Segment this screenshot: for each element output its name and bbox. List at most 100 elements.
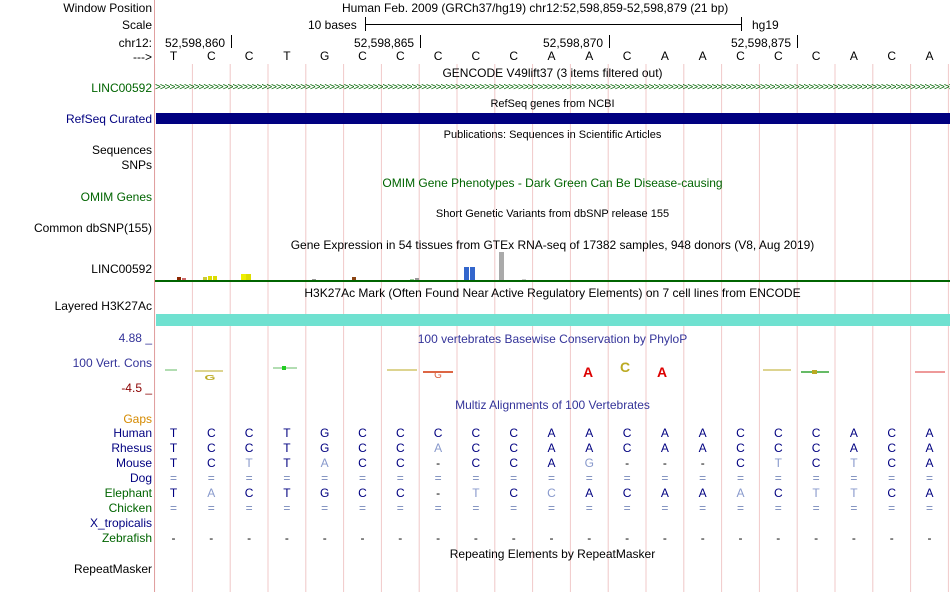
species-label-dog[interactable]: Dog <box>129 471 152 485</box>
reference-base: T <box>169 49 178 63</box>
reference-base: G <box>320 49 330 63</box>
alignment-base: A <box>925 456 934 470</box>
chr-tick-mark-3 <box>609 35 610 48</box>
gtex-expression-bars[interactable] <box>155 250 950 282</box>
gtex-baseline <box>155 280 950 282</box>
gtex-track-label[interactable]: LINC00592 <box>91 262 152 276</box>
alignment-base: G <box>584 456 594 470</box>
refseq-track-title[interactable]: RefSeq genes from NCBI <box>490 98 615 110</box>
repeatmasker-track-label[interactable]: RepeatMasker <box>73 562 152 576</box>
phylop-mark <box>282 366 286 370</box>
alignment-base: C <box>887 441 897 455</box>
alignment-base: T <box>812 486 820 500</box>
reference-base: A <box>660 49 669 63</box>
chr-tick-mark-4 <box>797 35 798 48</box>
repeatmasker-track-title[interactable]: Repeating Elements by RepeatMasker <box>449 547 656 561</box>
dbsnp-track-label[interactable]: Common dbSNP(155) <box>33 221 152 235</box>
omim-track-label[interactable]: OMIM Genes <box>80 190 152 204</box>
alignment-base: = <box>736 471 744 485</box>
alignment-base: = <box>774 471 782 485</box>
alignment-base: = <box>888 471 896 485</box>
species-label-zebrafish[interactable]: Zebrafish <box>101 531 152 545</box>
alignment-base: - <box>625 456 630 470</box>
h3k27ac-signal[interactable] <box>156 314 950 326</box>
reference-base: C <box>736 49 745 63</box>
window-position-label[interactable]: Window Position <box>63 1 152 15</box>
alignment-base: - <box>738 531 743 545</box>
dbsnp-track-title[interactable]: Short Genetic Variants from dbSNP releas… <box>435 208 670 220</box>
h3k27ac-track-label[interactable]: Layered H3K27Ac <box>54 299 152 313</box>
alignment-base: T <box>774 456 782 470</box>
alignment-base: - <box>662 531 667 545</box>
alignment-base: C <box>509 426 519 440</box>
alignment-base: = <box>850 471 858 485</box>
alignment-base: - <box>927 531 932 545</box>
gencode-track-label[interactable]: LINC00592 <box>91 81 152 95</box>
alignment-base: - <box>171 531 176 545</box>
alignment-base: - <box>247 531 252 545</box>
alignment-base: A <box>547 441 556 455</box>
gtex-track-title[interactable]: Gene Expression in 54 tissues from GTEx … <box>290 238 815 252</box>
alignment-base: - <box>398 531 403 545</box>
alignment-base: T <box>283 486 291 500</box>
alignment-base: - <box>776 531 781 545</box>
scale-label[interactable]: Scale <box>121 18 152 32</box>
gencode-track-title[interactable]: GENCODE V49lift37 (3 items filtered out) <box>442 66 663 80</box>
alignment-base: A <box>320 456 329 470</box>
publications-snps-label[interactable]: SNPs <box>121 158 152 172</box>
chr-tick-1: 52,598,860 <box>165 36 226 50</box>
multiz-gaps-label[interactable]: Gaps <box>123 412 152 426</box>
alignment-base: A <box>925 486 934 500</box>
gtex-bar <box>352 277 356 280</box>
phylop-track-title[interactable]: 100 vertebrates Basewise Conservation by… <box>417 332 688 346</box>
alignment-base: = <box>661 471 669 485</box>
alignment-base: = <box>812 471 820 485</box>
phylop-logo-letter: G <box>205 374 216 382</box>
alignment-base: - <box>700 531 705 545</box>
alignment-base: C <box>736 441 745 455</box>
chr-tick-3: 52,598,870 <box>543 36 604 50</box>
alignment-base: A <box>434 441 443 455</box>
alignment-base: C <box>509 456 519 470</box>
species-label-human[interactable]: Human <box>113 426 152 440</box>
phylop-min-label: -4.5 _ <box>121 381 152 395</box>
alignment-base: - <box>814 531 819 545</box>
alignment-base: = <box>358 471 366 485</box>
phylop-track-label[interactable]: 100 Vert. Cons <box>72 356 152 370</box>
h3k27ac-track-title[interactable]: H3K27Ac Mark (Often Found Near Active Re… <box>304 286 801 300</box>
reference-base: T <box>283 49 291 63</box>
alignment-base: - <box>284 531 289 545</box>
alignment-base: C <box>358 426 367 440</box>
gencode-gene-feature[interactable]: >>>>>>>>>>>>>>>>>>>>>>>>>>>>>>>>>>>>>>>>… <box>155 82 950 93</box>
alignment-base: = <box>510 471 518 485</box>
alignment-base: - <box>549 531 554 545</box>
alignment-base: = <box>321 471 329 485</box>
species-label-x_tropicalis[interactable]: X_tropicalis <box>89 516 152 530</box>
gtex-bar <box>499 252 504 280</box>
alignment-base: C <box>811 441 821 455</box>
species-label-elephant[interactable]: Elephant <box>104 486 152 500</box>
species-label-mouse[interactable]: Mouse <box>115 456 152 470</box>
species-label-rhesus[interactable]: Rhesus <box>111 441 152 455</box>
alignment-base: = <box>396 471 404 485</box>
omim-track-title[interactable]: OMIM Gene Phenotypes - Dark Green Can Be… <box>382 176 723 190</box>
species-label-chicken[interactable]: Chicken <box>108 501 152 515</box>
publications-track-title[interactable]: Publications: Sequences in Scientific Ar… <box>443 129 662 141</box>
alignment-base: = <box>245 501 253 515</box>
reference-base: C <box>206 49 216 63</box>
refseq-gene-feature[interactable] <box>156 113 950 124</box>
alignment-base: C <box>471 456 481 470</box>
reference-base: C <box>509 49 519 63</box>
strand-arrow-label[interactable]: ---> <box>133 50 152 64</box>
publications-sequences-label[interactable]: Sequences <box>91 143 152 157</box>
chromosome-label[interactable]: chr12: <box>118 36 152 50</box>
reference-base: A <box>585 49 594 63</box>
refseq-track-label[interactable]: RefSeq Curated <box>65 112 152 126</box>
scale-bar-right-tick <box>741 17 742 31</box>
alignment-base: = <box>207 501 215 515</box>
phylop-logo[interactable]: G G A C A <box>155 346 950 394</box>
chr-tick-4: 52,598,875 <box>731 36 792 50</box>
reference-base: C <box>358 49 367 63</box>
multiz-track-title[interactable]: Multiz Alignments of 100 Vertebrates <box>455 398 650 412</box>
alignment-base: = <box>850 501 858 515</box>
